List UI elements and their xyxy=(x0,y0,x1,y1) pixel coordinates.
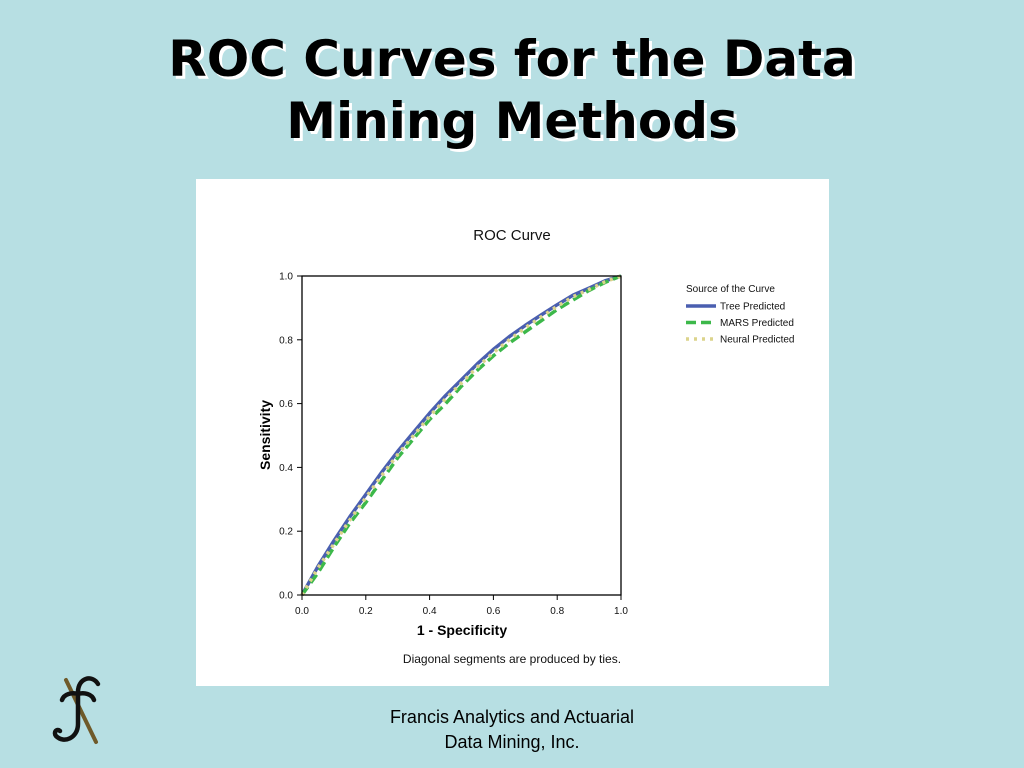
x-tick-label: 0.0 xyxy=(295,606,309,617)
plot-area-frame xyxy=(301,275,622,596)
legend-title: Source of the Curve xyxy=(686,284,775,295)
slide-title-line-1: ROC Curves for the Data xyxy=(168,30,856,88)
series-line-mars-predicted xyxy=(300,274,622,597)
logo-script-f xyxy=(52,676,101,742)
legend-label: MARS Predicted xyxy=(720,318,794,329)
series-layer xyxy=(300,274,622,597)
y-tick-label: 1.0 xyxy=(279,272,293,283)
footer-line-1: Francis Analytics and Actuarial xyxy=(389,707,635,727)
y-tick-label: 0.8 xyxy=(279,335,293,346)
roc-chart: ROC Curve 0.00.20.40.60.81.0 0.0 0.2 0.4 0.… xyxy=(257,227,794,666)
slide-title: ROC Curves for the Data Mining Methods xyxy=(0,28,1024,152)
chart-title: ROC Curve xyxy=(473,227,551,244)
y-tick-label: 0.2 xyxy=(279,527,293,538)
footer-company: Francis Analytics and Actuarial Data Min… xyxy=(340,705,684,755)
y-tick-label: 0.6 xyxy=(279,399,293,410)
x-tick-label: 0.4 xyxy=(423,606,437,617)
slide-title-line-2: Mining Methods xyxy=(286,92,738,150)
legend: Source of the Curve Tree Predicted MARS P… xyxy=(686,284,794,346)
legend-items: Tree Predicted MARS Predicted Neural Predi… xyxy=(686,302,794,346)
y-axis-label: Sensitivity xyxy=(257,400,273,470)
series-line-tree-predicted xyxy=(300,274,622,596)
x-axis-ticks: 0.0 0.2 0.4 0.6 0.8 1.0 xyxy=(295,595,628,617)
x-tick-label: 0.6 xyxy=(486,606,500,617)
logo-staff xyxy=(64,678,98,744)
legend-label: Neural Predicted xyxy=(720,335,794,346)
chart-footnote: Diagonal segments are produced by ties. xyxy=(403,652,621,666)
x-tick-label: 0.2 xyxy=(359,606,373,617)
footer-line-2: Data Mining, Inc. xyxy=(444,732,580,752)
x-tick-label: 1.0 xyxy=(614,606,628,617)
y-axis-ticks: 0.0 0.2 0.4 0.6 0.8 1.0 xyxy=(279,272,302,602)
series-line-neural-predicted xyxy=(300,274,622,596)
company-logo xyxy=(52,676,101,744)
y-tick-label: 0.0 xyxy=(279,591,293,602)
legend-label: Tree Predicted xyxy=(720,302,785,313)
x-tick-label: 0.8 xyxy=(550,606,564,617)
roc-chart-panel: ROC Curve 0.0 0.2 0.4 0.6 0.8 1.0 0.0 0.2 0.4 0.… xyxy=(196,179,829,686)
y-tick-label: 0.4 xyxy=(279,463,293,474)
x-axis-label: 1 - Specificity xyxy=(417,622,507,638)
